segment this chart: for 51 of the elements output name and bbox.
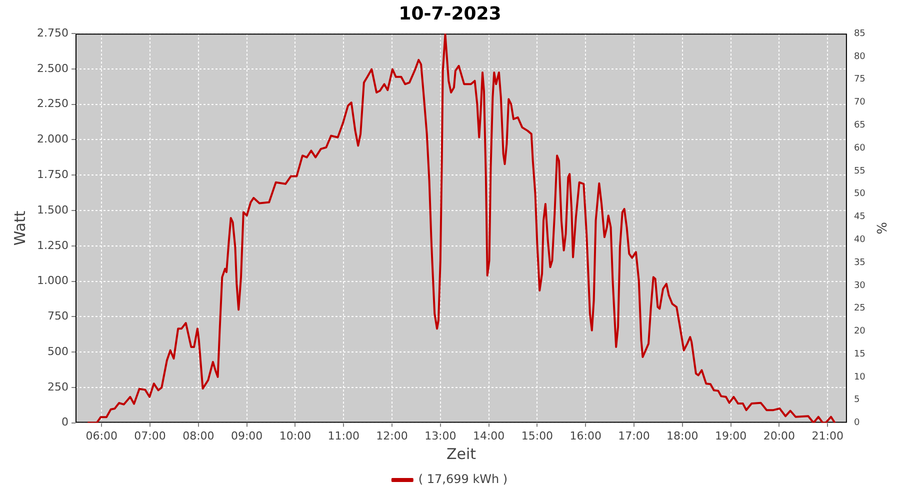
x-tick-label: 19:00 xyxy=(714,429,747,442)
y-tick-label: 2.250 xyxy=(36,97,68,110)
y2-tick-label: 65 xyxy=(854,120,866,131)
y2-tick-label: 60 xyxy=(854,143,866,154)
y2-tick-label: 15 xyxy=(854,349,866,360)
x-tick-label: 12:00 xyxy=(376,429,408,442)
x-tick-label: 13:00 xyxy=(424,429,456,442)
x-tick-label: 14:00 xyxy=(472,429,505,442)
y2-tick-label: 50 xyxy=(854,189,866,200)
x-tick-label: 17:00 xyxy=(618,429,650,442)
y2-tick-label: 5 xyxy=(854,395,860,406)
y2-tick-label: 35 xyxy=(854,258,866,268)
x-tick-label: 09:00 xyxy=(230,429,263,442)
y2-tick-label: 20 xyxy=(854,326,866,337)
x-tick-label: 07:00 xyxy=(134,429,166,442)
y2-tick-label: 80 xyxy=(854,52,866,62)
y-tick-label: 1.000 xyxy=(36,274,68,288)
x-tick-label: 15:00 xyxy=(521,429,554,442)
x-tick-label: 08:00 xyxy=(182,429,214,442)
x-axis-title: Zeit xyxy=(446,444,476,463)
y-tick-label: 1.500 xyxy=(36,203,68,216)
y2-tick-label: 55 xyxy=(854,166,866,176)
x-tick-label: 21:00 xyxy=(812,429,844,442)
y2-tick-label: 30 xyxy=(854,280,866,291)
y2-tick-label: 40 xyxy=(854,234,866,245)
y-tick-label: 1.750 xyxy=(36,168,68,181)
x-tick-label: 16:00 xyxy=(570,429,602,442)
x-tick-label: 18:00 xyxy=(666,429,698,442)
y-tick-label: 500 xyxy=(47,344,68,358)
x-tick-label: 20:00 xyxy=(763,429,796,442)
y-tick-label: 750 xyxy=(47,310,68,323)
y2-axis-title: % xyxy=(872,222,888,234)
x-tick-label: 11:00 xyxy=(328,429,360,442)
y2-tick-label: 10 xyxy=(854,372,866,382)
x-tick-label: 10:00 xyxy=(279,429,312,442)
y2-tick-label: 85 xyxy=(854,28,866,39)
chart-title: 10-7-2023 xyxy=(398,3,502,24)
y-tick-label: 250 xyxy=(47,380,68,394)
y-tick-label: 0 xyxy=(61,416,68,429)
legend-label: ( 17,699 kWh ) xyxy=(418,472,508,486)
y-tick-label: 2.750 xyxy=(36,26,68,40)
y2-tick-label: 45 xyxy=(854,212,866,222)
y2-tick-label: 0 xyxy=(854,418,860,428)
y-axis-title: Watt xyxy=(10,210,29,246)
y-tick-label: 2.000 xyxy=(36,132,68,146)
y-tick-label: 2.500 xyxy=(36,62,68,75)
y-tick-label: 1.250 xyxy=(36,238,68,252)
y2-tick-label: 25 xyxy=(854,304,866,314)
x-tick-label: 06:00 xyxy=(86,429,118,442)
y2-tick-label: 75 xyxy=(854,74,866,85)
y2-tick-label: 70 xyxy=(854,98,866,108)
